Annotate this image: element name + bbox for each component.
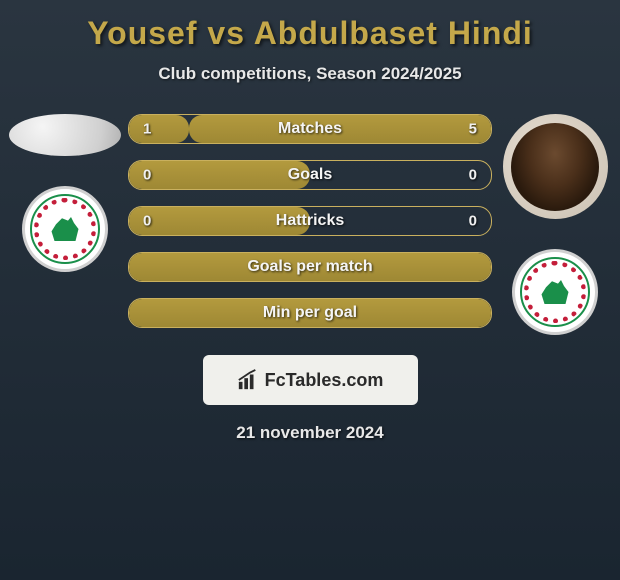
chart-icon [237,369,259,391]
stat-bar: 0 0 Hattricks [128,206,492,236]
page-title: Yousef vs Abdulbaset Hindi [0,15,620,52]
left-player-avatar [9,114,121,156]
comparison-card: Yousef vs Abdulbaset Hindi Club competit… [0,0,620,453]
stat-right-value: 0 [469,167,477,184]
left-player-column [6,114,124,272]
left-club-badge [22,186,108,272]
stats-bars: 1 5 Matches 0 0 Goals 0 0 Hattricks Goals per mat… [124,114,496,328]
stat-bar: 1 5 Matches [128,114,492,144]
horse-icon [540,280,570,304]
stat-label: Matches [278,120,342,138]
stat-bar-fill [129,161,310,189]
player-photo-icon [511,123,599,211]
comparison-body: 1 5 Matches 0 0 Goals 0 0 Hattricks Goals per mat… [0,114,620,335]
stat-bar-fill [129,115,189,143]
brand-label: FcTables.com [265,370,384,391]
stat-right-value: 5 [469,121,477,138]
stat-label: Goals per match [247,258,372,276]
stat-right-value: 0 [469,213,477,230]
stat-bar: 0 0 Goals [128,160,492,190]
stat-bar: Min per goal [128,298,492,328]
stat-left-value: 1 [143,121,151,138]
stat-label: Goals [288,166,332,184]
stat-label: Min per goal [263,304,357,322]
horse-icon [50,217,80,241]
right-player-column [496,114,614,335]
right-player-avatar [503,114,608,219]
brand-badge[interactable]: FcTables.com [203,355,418,405]
right-club-badge [512,249,598,335]
date-text: 21 november 2024 [0,423,620,443]
club-crest-icon [520,257,590,327]
stat-label: Hattricks [276,212,344,230]
stat-left-value: 0 [143,213,151,230]
subtitle: Club competitions, Season 2024/2025 [0,64,620,84]
club-crest-icon [30,194,100,264]
stat-left-value: 0 [143,167,151,184]
stat-bar: Goals per match [128,252,492,282]
